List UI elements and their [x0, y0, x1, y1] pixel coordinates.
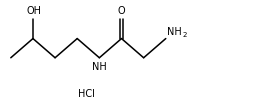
Text: 2: 2: [183, 32, 187, 38]
Text: HCl: HCl: [78, 88, 95, 98]
Text: NH: NH: [92, 62, 107, 71]
Text: O: O: [118, 6, 125, 16]
Text: NH: NH: [167, 27, 182, 36]
Text: OH: OH: [26, 6, 42, 16]
